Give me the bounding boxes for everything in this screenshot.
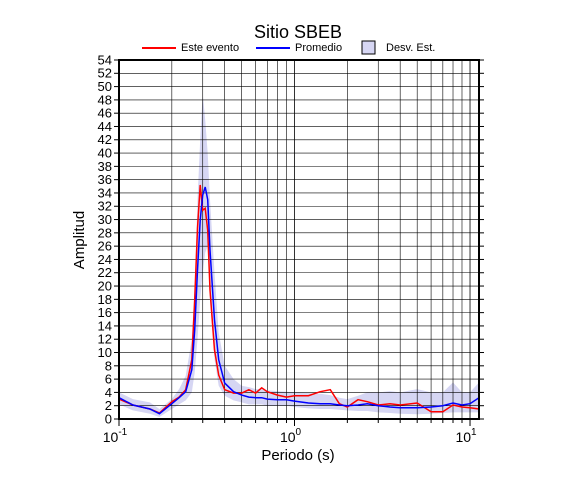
x-axis-label: Periodo (s): [261, 447, 334, 464]
x-tick-label: 100: [280, 427, 302, 445]
y-tick-label: 14: [98, 318, 112, 333]
y-tick-label: 46: [98, 106, 112, 121]
y-tick-label: 10: [98, 345, 112, 360]
std-band: [119, 93, 479, 417]
y-tick-label: 42: [98, 132, 112, 147]
plot-frame: [118, 59, 480, 420]
y-tick-label: 44: [98, 119, 112, 134]
y-tick-label: 32: [98, 199, 112, 214]
y-tick-label: 26: [98, 239, 112, 254]
x-tick-exponent: 1: [471, 427, 477, 438]
y-tick-label: 8: [105, 358, 112, 373]
x-tick-label: 101: [455, 427, 477, 445]
y-tick-label: 16: [98, 305, 112, 320]
y-tick-label: 48: [98, 92, 112, 107]
y-tick-label: 28: [98, 225, 112, 240]
y-tick-label: 6: [105, 372, 112, 387]
y-tick-label: 20: [98, 278, 112, 293]
y-tick-label: 36: [98, 172, 112, 187]
legend-label: Desv. Est.: [386, 42, 435, 54]
y-tick-label: 4: [105, 385, 112, 400]
y-tick-label: 38: [98, 159, 112, 174]
y-tick-label: 30: [98, 212, 112, 227]
series-line: [118, 186, 480, 415]
x-tick-base: 10: [103, 429, 119, 445]
legend-label: Promedio: [295, 42, 342, 54]
y-tick-label: 34: [98, 185, 112, 200]
x-tick-base: 10: [280, 429, 296, 445]
x-tick-base: 10: [455, 429, 471, 445]
y-tick-label: 52: [98, 66, 112, 81]
y-tick-label: 50: [98, 79, 112, 94]
x-tick-exponent: -1: [118, 427, 127, 438]
y-tick-label: 12: [98, 332, 112, 347]
series-line: [118, 184, 480, 414]
y-axis-label: Amplitud: [71, 211, 88, 269]
y-tick-label: 40: [98, 146, 112, 161]
y-tick-label: 22: [98, 265, 112, 280]
x-tick-exponent: 0: [296, 427, 302, 438]
chart-title: Sitio SBEB: [254, 22, 342, 42]
x-tick-label: 10-1: [103, 427, 128, 445]
y-tick-label: 54: [98, 52, 112, 67]
legend-label: Este evento: [181, 42, 239, 54]
legend-swatch: [361, 40, 376, 55]
y-tick-label: 0: [105, 411, 112, 426]
y-tick-label: 2: [105, 398, 112, 413]
y-tick-label: 24: [98, 252, 112, 267]
y-tick-label: 18: [98, 292, 112, 307]
